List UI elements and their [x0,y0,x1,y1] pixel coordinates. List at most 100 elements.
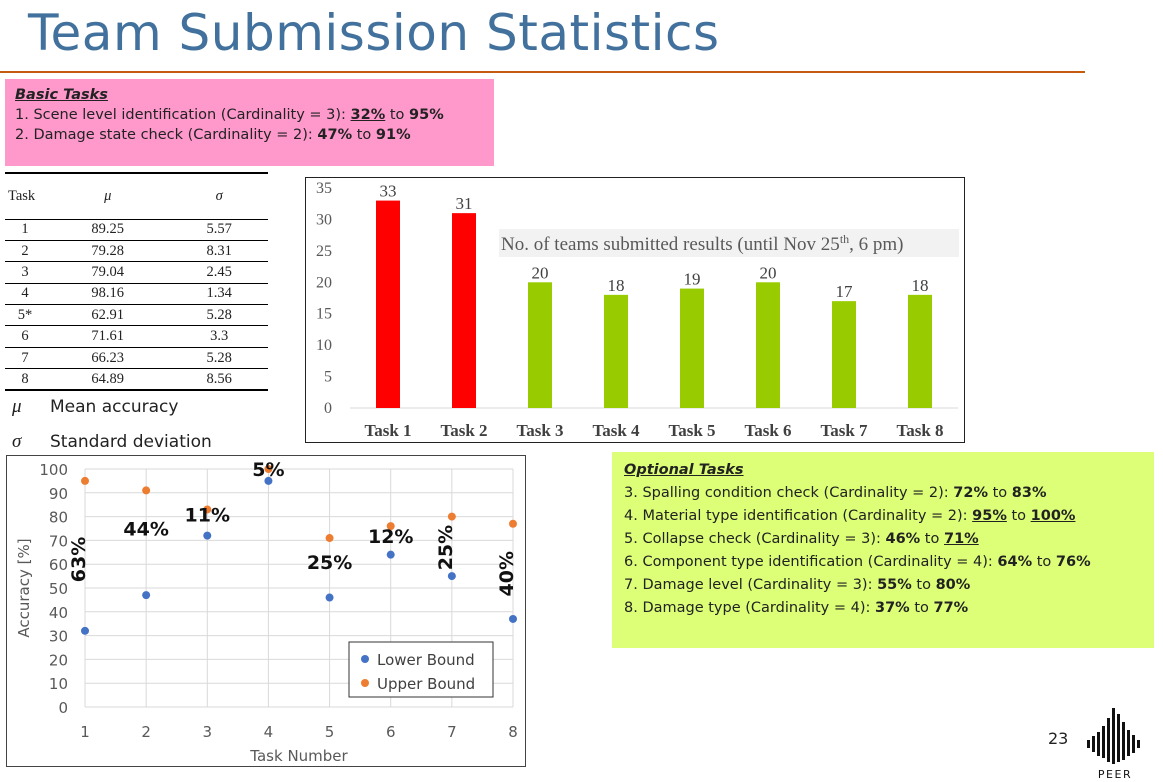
mu-symbol: μ [12,396,22,417]
cell-task: 6 [5,325,45,348]
task-desc: 5. Collapse check (Cardinality = 3): [624,531,886,547]
task-desc: 4. Material type identification (Cardina… [624,508,973,524]
high-value: 91% [375,127,411,143]
cell-mu: 66.23 [45,347,171,370]
lower-bound-point [264,476,273,485]
low-value: 46% [885,531,921,547]
y-axis-label: Accuracy [%] [15,538,33,637]
y-tick-label: 25 [316,243,332,260]
range-sep: to [911,577,936,593]
submission-bar-chart: 0 5 10 15 20 25 30 35 33 Task 1 31 Task 2 20 Task 3 18… [305,177,965,443]
cell-sigma: 8.31 [170,240,268,263]
high-value: 80% [935,577,971,593]
high-value: 71% [943,531,979,547]
cell-mu: 62.91 [45,304,171,327]
x-tick-label: Task 5 [668,421,715,440]
task-desc: 2. Damage state check (Cardinality = 2): [15,127,318,143]
bar-2 [452,213,476,408]
lower-bound-point [81,626,89,635]
optional-task-line-4: 4. Material type identification (Cardina… [624,508,1142,524]
range-sep: to [1032,554,1056,570]
sigma-legend: σ Standard deviation [12,431,212,453]
annotation-label: 25% [435,525,457,570]
cell-mu: 79.04 [45,261,171,284]
basic-task-line-1: 1. Scene level identification (Cardinali… [15,107,484,123]
lower-bound-point [509,614,517,623]
cell-task: 2 [5,240,45,263]
table-header-row: Task μ σ [5,172,268,220]
annotation-label: 25% [307,552,352,574]
y-tick-label: 30 [49,628,68,646]
optional-task-line-5: 5. Collapse check (Cardinality = 3): 46%… [624,531,1142,547]
bar-value-label: 17 [836,282,854,301]
bar-value-label: 18 [608,276,625,295]
bar-4 [604,294,628,408]
lower-bound-point [142,591,151,600]
lower-bound-point [386,550,395,559]
legend-marker [361,679,369,687]
x-tick-label: Task 6 [744,421,791,440]
task-desc: 3. Spalling condition check (Cardinality… [624,485,954,501]
cell-sigma: 2.45 [170,261,268,284]
task-desc: 8. Damage type (Cardinality = 4): [624,600,875,616]
low-value: 72% [953,485,989,501]
bar-value-label: 18 [912,276,929,295]
x-tick-label: Task 3 [516,421,563,440]
cell-sigma: 1.34 [170,283,268,306]
bar-7 [832,301,856,408]
table-row: 3 79.04 2.45 [5,261,268,284]
chart-annotation: No. of teams submitted results (until No… [501,232,904,255]
y-tick-label: 60 [49,556,68,574]
cell-task: 8 [5,368,45,392]
bar-8 [908,294,932,408]
upper-bound-point [264,465,273,473]
upper-bound-point [386,522,395,531]
range-sep: to [1006,508,1031,524]
high-value: 95% [409,107,444,123]
cell-task: 7 [5,347,45,370]
y-tick-label: 70 [49,532,68,550]
annotation-label: 11% [185,504,230,526]
bar-value-label: 20 [532,263,549,282]
range-sep: to [352,127,376,143]
table-row: 5* 62.91 5.28 [5,304,268,327]
cell-mu: 89.25 [45,219,171,241]
high-value: 76% [1055,554,1091,570]
x-tick-label: Task 1 [364,421,411,440]
x-tick-label: 3 [203,723,213,741]
high-value: 83% [1011,485,1047,501]
range-sep: to [385,107,410,123]
cell-mu: 98.16 [45,283,171,306]
bar-value-label: 20 [760,263,777,282]
x-tick-label: 7 [447,723,457,741]
annotation-label: 40% [496,551,518,596]
col-header-mu: μ [45,172,171,220]
upper-bound-point [325,534,334,543]
cell-sigma: 8.56 [170,368,268,392]
mu-label: Mean accuracy [50,397,179,417]
y-tick-label: 30 [316,211,332,228]
high-value: 100% [1030,508,1076,524]
upper-bound-point [447,512,456,521]
title-divider [0,71,1085,73]
y-tick-label: 50 [49,580,68,598]
task-desc: 1. Scene level identification (Cardinali… [15,107,351,123]
bar-value-label: 33 [380,182,397,201]
x-tick-label: Task 4 [592,421,640,440]
y-tick-label: 35 [316,180,332,197]
y-tick-label: 10 [316,337,332,354]
y-tick-label: 0 [324,400,332,417]
lower-bound-point [325,593,334,602]
bar-5 [680,288,704,408]
optional-tasks-header: Optional Tasks [624,462,744,478]
bar-6 [756,282,780,408]
bar-3 [528,282,552,408]
y-tick-label: 80 [49,509,68,527]
high-value: 77% [933,600,969,616]
col-header-task: Task [5,172,45,220]
y-tick-label: 0 [58,699,68,717]
x-axis-label: Task Number [249,747,348,765]
task-desc: 6. Component type identification (Cardin… [624,554,998,570]
basic-task-line-2: 2. Damage state check (Cardinality = 2):… [15,127,484,143]
y-tick-label: 5 [324,369,332,386]
